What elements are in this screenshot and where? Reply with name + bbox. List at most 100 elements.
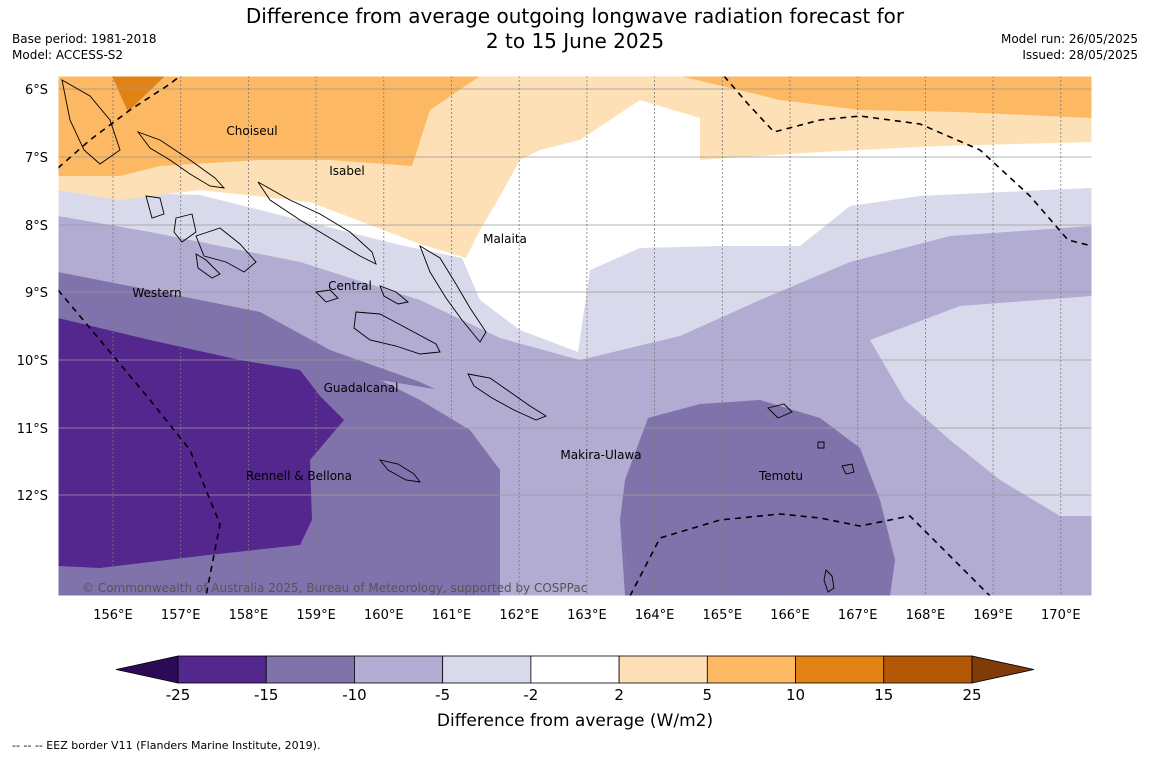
band-minus10-minus5-mid <box>380 380 625 596</box>
chart-title: Difference from average outgoing longwav… <box>0 4 1150 54</box>
colorbar-title: Difference from average (W/m2) <box>437 711 713 731</box>
region-label-central: Central <box>328 279 372 293</box>
utupua-island <box>817 441 825 449</box>
region-labels: Choiseul Isabel Malaita Western Central … <box>132 124 803 483</box>
guadalcanal-island <box>353 311 441 355</box>
meta-right: Model run: 26/05/2025 Issued: 28/05/2025 <box>1001 31 1138 63</box>
colorbar-segment <box>265 655 355 684</box>
lon-label: 165°E <box>703 608 743 623</box>
florida-islands <box>379 285 410 305</box>
band-plus10-plus15 <box>112 76 165 112</box>
lat-label: 7°S <box>25 151 48 166</box>
colorbar-tick-label: 5 <box>703 686 713 704</box>
rennell-island <box>378 459 422 483</box>
lon-label: 166°E <box>770 608 810 623</box>
meta-left: Base period: 1981-2018 Model: ACCESS-S2 <box>12 31 157 63</box>
lat-label: 8°S <box>25 219 48 234</box>
colorbar-tick-label: 15 <box>874 686 893 704</box>
lon-label: 167°E <box>838 608 878 623</box>
band-plus5-plus10-east <box>680 76 1092 118</box>
new-georgia-island <box>195 227 257 273</box>
eez-legend-note: -- -- -- EEZ border V11 (Flanders Marine… <box>12 739 321 752</box>
colorbar-segment <box>795 655 885 684</box>
lon-label: 163°E <box>567 608 607 623</box>
lat-label: 9°S <box>25 286 48 301</box>
lon-label: 164°E <box>635 608 675 623</box>
lon-label: 168°E <box>906 608 946 623</box>
lat-label: 12°S <box>17 489 48 504</box>
lon-label: 170°E <box>1041 608 1081 623</box>
coastlines <box>61 79 855 593</box>
lon-label: 158°E <box>229 608 269 623</box>
colorbar-tick-label: 25 <box>962 686 981 704</box>
colorbar-segment <box>177 655 267 684</box>
lon-label: 161°E <box>432 608 472 623</box>
band-minus15-minus10-east <box>620 400 895 596</box>
eez-border <box>57 75 1093 597</box>
lon-label: 159°E <box>296 608 336 623</box>
region-label-malaita: Malaita <box>483 232 527 246</box>
lon-label: 169°E <box>973 608 1013 623</box>
longitude-labels: 156°E 157°E 158°E 159°E 160°E 161°E 162°E 163°E… <box>93 608 1080 623</box>
colorbar-tick-label: -5 <box>435 686 450 704</box>
region-label-guadalcanal: Guadalcanal <box>324 381 399 395</box>
colorbar <box>115 655 1035 684</box>
colorbar-extend-low <box>115 655 179 684</box>
region-label-makira-ulawa: Makira-Ulawa <box>560 448 641 462</box>
band-minus25-minus15 <box>58 318 344 568</box>
map-frame <box>57 75 1093 597</box>
issued-date: Issued: 28/05/2025 <box>1022 48 1138 62</box>
anomaly-fields <box>58 76 1092 596</box>
lat-label: 10°S <box>17 354 48 369</box>
colorbar-segment <box>354 655 444 684</box>
colorbar-extend-high <box>971 655 1035 684</box>
model-run: Model run: 26/05/2025 <box>1000 32 1138 46</box>
colorbar-segment <box>618 655 708 684</box>
santa-cruz-island <box>767 403 793 419</box>
vanikoro-island <box>841 463 855 475</box>
choiseul-island <box>136 131 226 189</box>
colorbar-tick-label: 2 <box>614 686 624 704</box>
title-line-1: Difference from average outgoing longwav… <box>245 4 905 28</box>
region-label-choiseul: Choiseul <box>226 124 277 138</box>
colorbar-tick-label: -10 <box>342 686 367 704</box>
bougainville-island <box>61 79 121 165</box>
rendova-island <box>195 253 221 279</box>
region-label-western: Western <box>132 286 181 300</box>
lat-label: 11°S <box>17 422 48 437</box>
latitude-gridlines <box>58 88 1092 496</box>
lat-label: 6°S <box>25 83 48 98</box>
region-label-isabel: Isabel <box>329 164 364 178</box>
colorbar-tick-label: 10 <box>786 686 805 704</box>
longitude-gridlines <box>112 76 1062 596</box>
lon-label: 162°E <box>499 608 539 623</box>
anuta-island <box>823 569 835 593</box>
russell-islands <box>315 289 339 303</box>
malaita-island <box>419 244 487 343</box>
colorbar-tick-label: -2 <box>523 686 538 704</box>
vella-lavella-island <box>173 213 197 243</box>
colorbar-segment <box>706 655 796 684</box>
latitude-labels: 6°S 7°S 8°S 9°S 10°S 11°S 12°S <box>17 83 48 504</box>
band-minus5-minus2-east <box>870 296 1092 516</box>
colorbar-segment <box>530 655 620 684</box>
region-label-temotu: Temotu <box>758 469 803 483</box>
model-name: Model: ACCESS-S2 <box>12 48 124 62</box>
makira-island <box>467 373 547 421</box>
lon-label: 160°E <box>364 608 404 623</box>
title-line-2: 2 to 15 June 2025 <box>485 29 665 53</box>
shortland-island <box>145 195 165 219</box>
base-period: Base period: 1981-2018 <box>12 32 157 46</box>
copyright-notice: © Commonwealth of Australia 2025, Bureau… <box>82 581 587 595</box>
lon-label: 157°E <box>161 608 201 623</box>
band-plus5-plus10-west <box>58 76 480 176</box>
colorbar-tick-label: -15 <box>254 686 279 704</box>
santa-isabel-island <box>257 181 377 265</box>
colorbar-segment <box>883 655 973 684</box>
region-label-rennell-bellona: Rennell & Bellona <box>246 469 352 483</box>
colorbar-tick-labels: -25 -15 -10 -5 -2 2 5 10 15 25 <box>166 686 982 704</box>
colorbar-segment <box>442 655 532 684</box>
lon-label: 156°E <box>93 608 133 623</box>
colorbar-tick-label: -25 <box>166 686 191 704</box>
